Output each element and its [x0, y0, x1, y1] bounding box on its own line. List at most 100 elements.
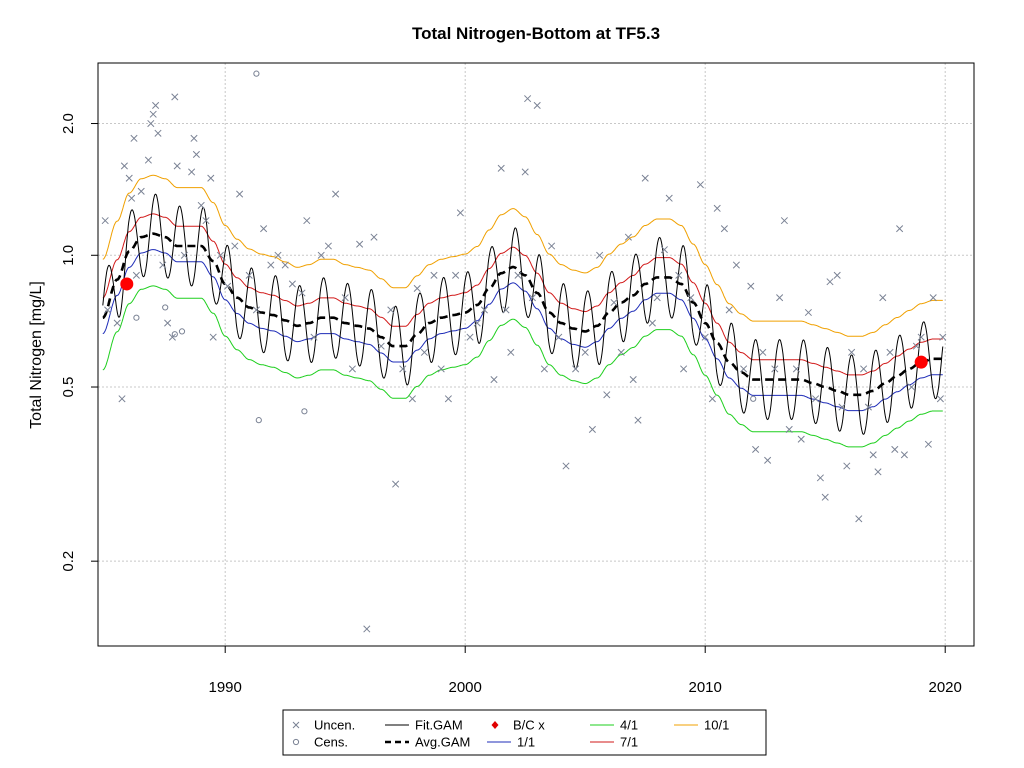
- uncensored-point: [641, 174, 649, 182]
- uncensored-point: [216, 251, 224, 259]
- uncensored-point: [886, 348, 894, 356]
- uncensored-point: [490, 376, 498, 384]
- uncensored-point: [452, 271, 460, 279]
- uncensored-point: [924, 440, 932, 448]
- uncensored-point: [708, 395, 716, 403]
- avg-gam-line: [102, 232, 943, 397]
- legend-label: Uncen.: [314, 718, 355, 733]
- uncensored-point: [413, 284, 421, 292]
- uncensored-point: [780, 217, 788, 225]
- uncensored-point: [634, 416, 642, 424]
- uncensored-point: [180, 251, 188, 259]
- legend-symbol-bc: [491, 721, 499, 729]
- uncensored-point: [128, 194, 136, 202]
- uncensored-point: [149, 110, 157, 118]
- uncensored-point: [732, 261, 740, 269]
- uncensored-point: [855, 515, 863, 523]
- legend-label: Fit.GAM: [415, 718, 463, 733]
- uncensored-point: [456, 209, 464, 217]
- uncensored-point: [392, 480, 400, 488]
- uncensored-point: [252, 306, 260, 314]
- censored-point: [133, 314, 140, 321]
- uncensored-point: [274, 251, 282, 259]
- series-line-10-1: [102, 174, 943, 337]
- uncensored-point: [231, 242, 239, 250]
- uncensored-point: [653, 294, 661, 302]
- uncensored-point: [144, 156, 152, 164]
- uncensored-point: [171, 93, 179, 101]
- censored-point: [178, 328, 186, 335]
- uncensored-point: [785, 425, 793, 433]
- uncensored-point: [154, 129, 162, 137]
- uncensored-point: [224, 282, 232, 290]
- y-tick-label: 1.0: [60, 245, 77, 266]
- uncensored-point: [939, 333, 947, 341]
- uncensored-point: [533, 101, 541, 109]
- series-lines: [102, 174, 944, 448]
- uncensored-point: [797, 435, 805, 443]
- axes: 1990 2000 2010 2020 0.2 0.5 1.0 2.0: [60, 113, 962, 696]
- uncensored-point: [562, 462, 570, 470]
- uncensored-point: [188, 168, 196, 176]
- uncensored-point: [624, 233, 632, 241]
- uncensored-point: [267, 261, 275, 269]
- uncensored-point: [548, 242, 556, 250]
- uncensored-point: [399, 365, 407, 373]
- uncensored-point: [245, 271, 253, 279]
- uncensored-point: [826, 278, 834, 286]
- uncensored-point: [101, 217, 109, 225]
- uncensored-point: [209, 333, 217, 341]
- uncensored-point: [908, 383, 916, 391]
- uncensored-point: [860, 365, 868, 373]
- uncensored-point: [540, 365, 548, 373]
- uncensored-point: [759, 348, 767, 356]
- censored-point: [162, 304, 169, 311]
- uncensored-point: [936, 395, 944, 403]
- uncensored-point: [917, 333, 925, 341]
- uncensored-point: [408, 395, 416, 403]
- uncensored-point: [420, 348, 428, 356]
- uncensored-point: [752, 445, 760, 454]
- uncensored-point: [879, 294, 887, 302]
- uncensored-point: [430, 271, 438, 279]
- uncensored-point: [929, 294, 937, 302]
- plot-frame: [97, 62, 975, 647]
- uncensored-point: [473, 319, 481, 327]
- uncensored-point: [596, 251, 604, 259]
- uncensored-point: [843, 462, 851, 470]
- chart-title: Total Nitrogen-Bottom at TF5.3: [412, 24, 660, 43]
- uncensored-point: [125, 174, 133, 182]
- grid-lines: [98, 63, 974, 646]
- y-tick-label: 0.5: [60, 377, 77, 398]
- uncensored-point: [588, 425, 596, 433]
- uncensored-point: [812, 395, 820, 403]
- uncensored-point: [725, 306, 733, 314]
- censored-point: [253, 70, 260, 77]
- uncensored-point: [891, 445, 899, 454]
- x-tick-label: 2000: [449, 679, 482, 696]
- y-axis-label: Total Nitrogen [mg/L]: [28, 281, 45, 429]
- uncensored-point: [603, 391, 611, 399]
- uncensored-point: [120, 162, 128, 170]
- uncensored-point: [348, 365, 356, 373]
- uncensored-point: [437, 365, 445, 373]
- uncensored-point: [864, 403, 872, 411]
- uncensored-point: [771, 365, 779, 373]
- uncensored-point: [675, 271, 683, 279]
- uncensored-point: [502, 306, 510, 314]
- x-tick-label: 2010: [689, 679, 722, 696]
- uncensored-point: [113, 319, 121, 327]
- legend-label: Cens.: [314, 735, 348, 750]
- uncensored-point: [629, 376, 637, 384]
- uncensored-point: [281, 261, 289, 269]
- legend-label: Avg.GAM: [415, 735, 470, 750]
- uncensored-point: [524, 95, 532, 103]
- uncensored-point: [912, 342, 920, 350]
- uncensored-point: [713, 204, 721, 212]
- uncensored-point: [874, 468, 882, 476]
- x-tick-label: 2020: [929, 679, 962, 696]
- legend-label: B/C x: [513, 718, 545, 733]
- uncensored-point: [236, 190, 244, 198]
- censored-point: [750, 395, 757, 402]
